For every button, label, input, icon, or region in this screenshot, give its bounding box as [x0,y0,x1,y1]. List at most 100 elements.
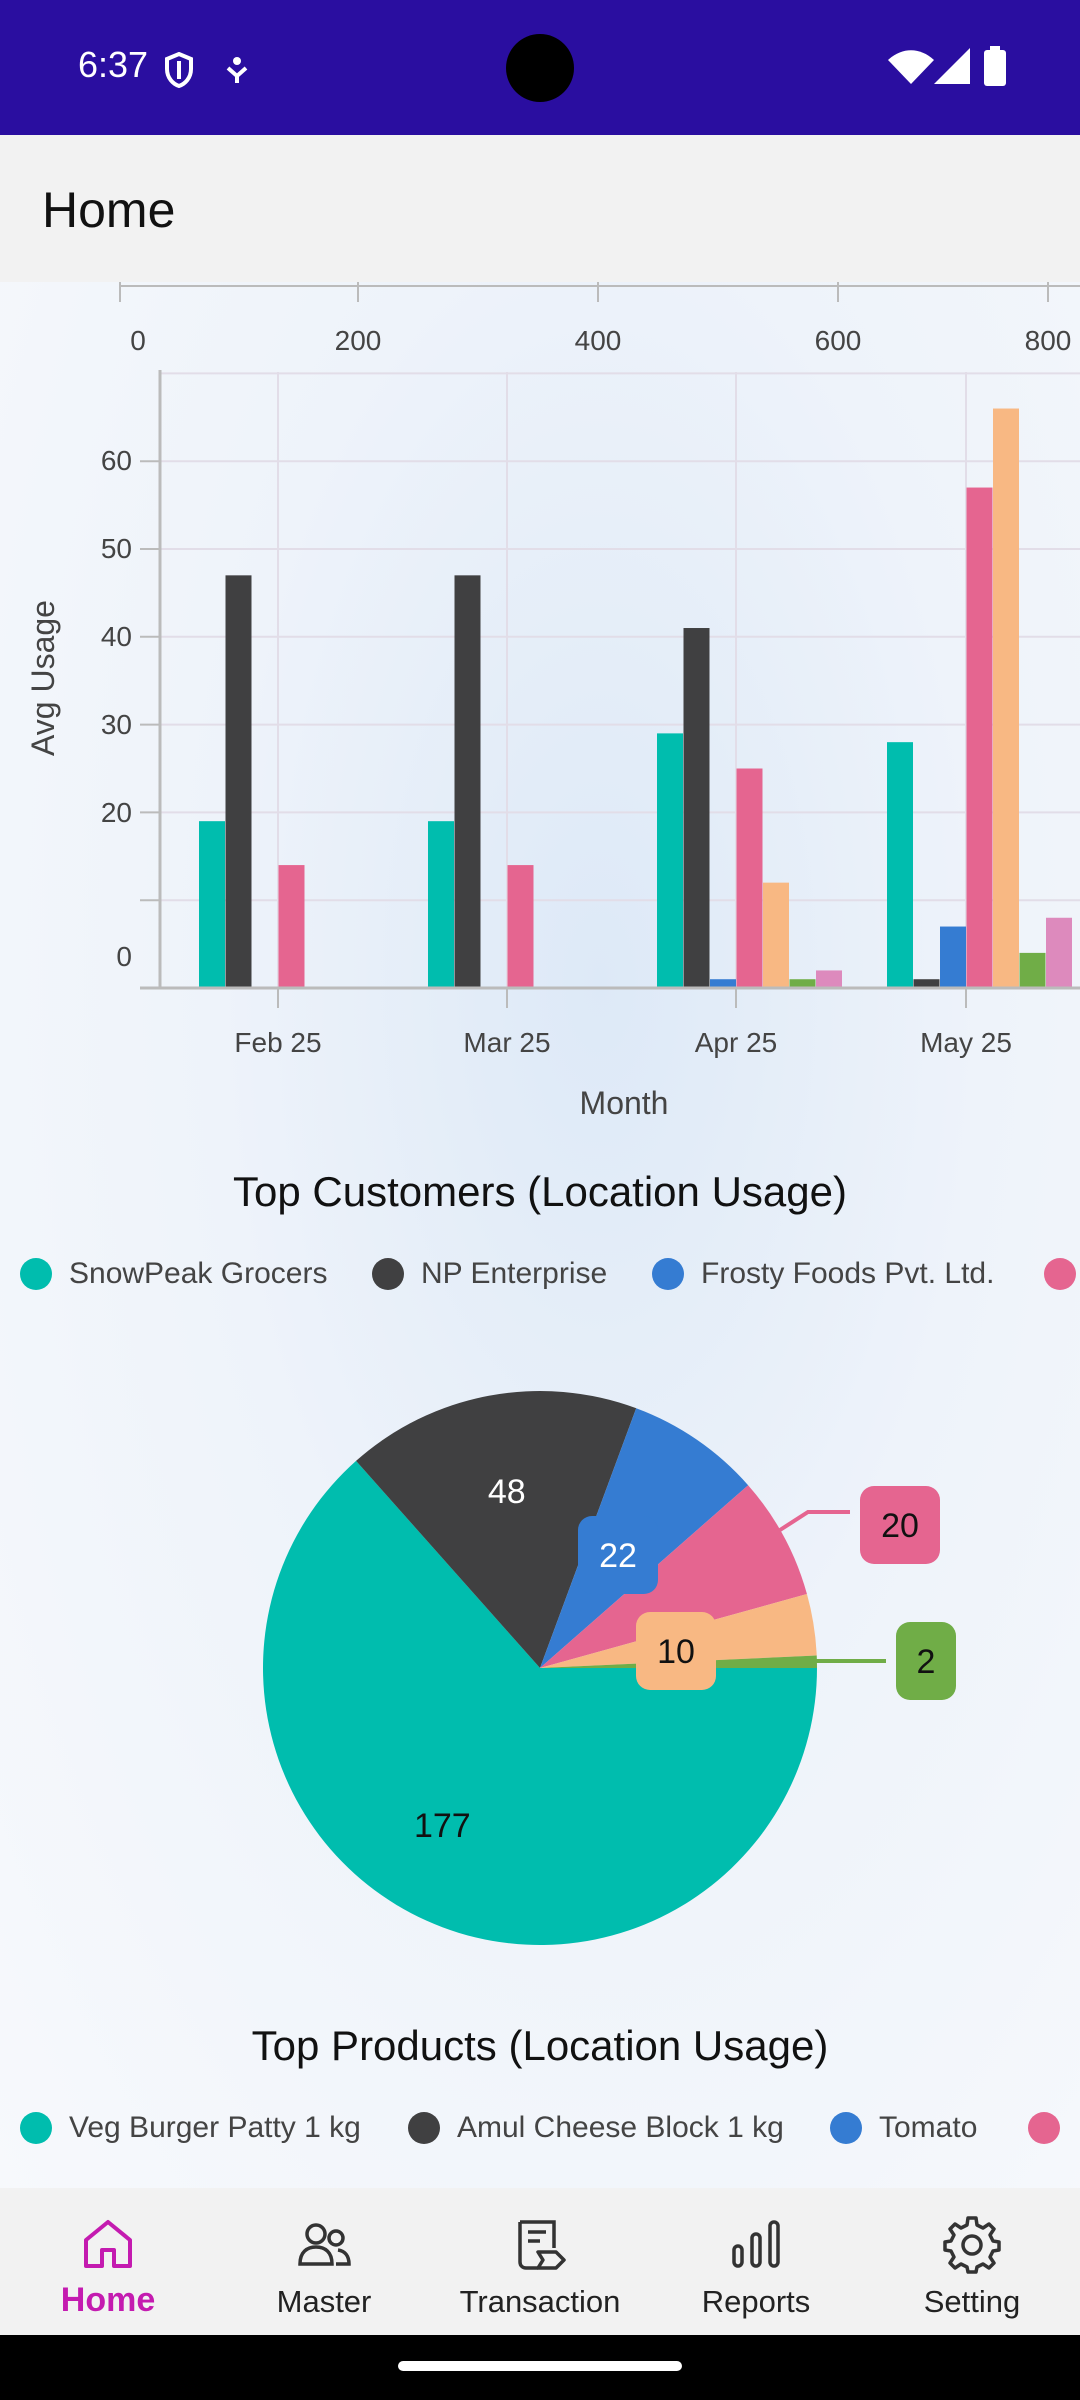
bar [816,970,842,988]
pie-connector [778,1510,850,1532]
legend-item[interactable]: Tomato [830,2108,977,2148]
y-axis-label: 40 [101,621,132,652]
pie-data-label: 20 [881,1507,919,1545]
pie-data-label: 22 [599,1537,637,1575]
bar [278,865,305,988]
bar [736,768,763,988]
x-axis-label: Feb 25 [234,1027,321,1058]
bar [710,979,736,988]
nav-master-label: Master [276,2284,372,2319]
pie-slice [540,1485,807,1668]
users-icon [298,2223,351,2266]
bar [966,487,993,988]
nav-transaction[interactable]: Transaction [432,2188,648,2335]
bottom-navigation: Home Master Transaction Reports Sett [0,2188,1080,2335]
nav-reports-label: Reports [701,2284,811,2319]
home-icon [84,2220,132,2268]
pie-data-label: 177 [414,1807,471,1845]
x-axis-label: May 25 [920,1027,1012,1058]
bar [913,979,940,988]
pie-data-label: 2 [917,1643,936,1681]
legend-marker [652,1258,684,1290]
y-axis-title: Avg Usage [25,600,61,756]
top-axis-label: 400 [575,325,622,356]
y-axis-label: 20 [101,797,132,828]
bar [199,821,225,988]
page-title: Home [42,182,176,238]
pie-slice [356,1391,637,1668]
legend-item[interactable]: Veg Burger Patty 1 kg [20,2108,361,2148]
x-axis-label: Apr 25 [695,1027,778,1058]
bar-chart-icon [732,2220,780,2268]
receipt-icon [518,2220,566,2270]
legend-marker [1028,2112,1060,2144]
nav-transaction-label: Transaction [459,2284,621,2319]
pie-label-box [636,1612,716,1690]
pie-data-label: 10 [657,1633,695,1671]
bar [454,575,481,988]
shield-icon [165,52,193,88]
pie-slice [262,1460,817,1945]
status-bar: 6:37 [0,0,1080,135]
top-axis-label: 200 [335,325,382,356]
bar [683,628,710,988]
pie-label-box [860,1486,940,1564]
legend-item[interactable]: Frosty Foods Pvt. Ltd. [652,1254,994,1294]
y-axis-label: 60 [101,445,132,476]
legend-item[interactable]: NP Enterprise [372,1254,607,1294]
status-time: 6:37 [78,44,149,85]
legend-marker [1044,1258,1076,1290]
legend-label: Veg Burger Patty 1 kg [69,2111,361,2144]
accessibility-icon [226,57,248,83]
app-bar: Home [0,135,1080,282]
pie-label-box [578,1516,658,1594]
pie-slice [540,1655,817,1668]
pie-data-label: 48 [488,1473,526,1511]
legend-marker [20,2112,52,2144]
legend-item[interactable]: Amul Cheese Block 1 kg [408,2108,784,2148]
battery-icon [984,46,1006,86]
bar [1019,952,1046,988]
dashboard-content[interactable]: 0 200 400 600 800 0 20 30 40 50 60 Feb 25 Mar 25 Apr … [0,282,1080,2188]
legend-label: NP Enterprise [421,1257,608,1290]
nav-setting-label: Setting [923,2284,1021,2319]
y-axis-label: 0 [116,941,132,972]
pie-slice [540,1594,817,1668]
avg-usage-bar-chart: 0 200 400 600 800 0 20 30 40 50 60 Feb 25 Mar 25 Apr … [25,282,1080,1121]
top-axis-label: 0 [130,325,146,356]
bar [507,865,534,988]
nav-home-label: Home [60,2281,156,2319]
legend-marker [408,2112,440,2144]
bar [1046,917,1072,988]
gesture-bar [0,2335,1080,2400]
camera-cutout [506,34,574,102]
nav-master[interactable]: Master [216,2188,432,2335]
bar [225,575,252,988]
legend-label: SnowPeak Grocers [69,1257,328,1290]
legend-label: Frosty Foods Pvt. Ltd. [701,1257,995,1290]
x-axis-label: Mar 25 [463,1027,550,1058]
home-gesture-handle[interactable] [398,2361,682,2371]
y-axis-label: 30 [101,709,132,740]
wifi-icon [888,50,934,84]
bar [763,882,789,988]
customers-chart-title: Top Customers (Location Usage) [233,1168,847,1215]
nav-home[interactable]: Home [0,2188,216,2335]
legend-marker [20,1258,52,1290]
nav-reports[interactable]: Reports [648,2188,864,2335]
bar [789,979,816,988]
top-axis-label: 800 [1025,325,1072,356]
bar [657,733,683,988]
bar [428,821,454,988]
bar [940,926,966,988]
legend-item[interactable]: SnowPeak Grocers [20,1254,327,1294]
legend-marker [830,2112,862,2144]
legend-marker [372,1258,404,1290]
pie-slice [540,1408,749,1668]
products-chart-title: Top Products (Location Usage) [251,2022,829,2069]
nav-setting[interactable]: Setting [864,2188,1080,2335]
signal-icon [934,48,970,84]
y-axis-label: 50 [101,533,132,564]
top-axis-label: 600 [815,325,862,356]
x-axis-title: Month [580,1085,669,1121]
